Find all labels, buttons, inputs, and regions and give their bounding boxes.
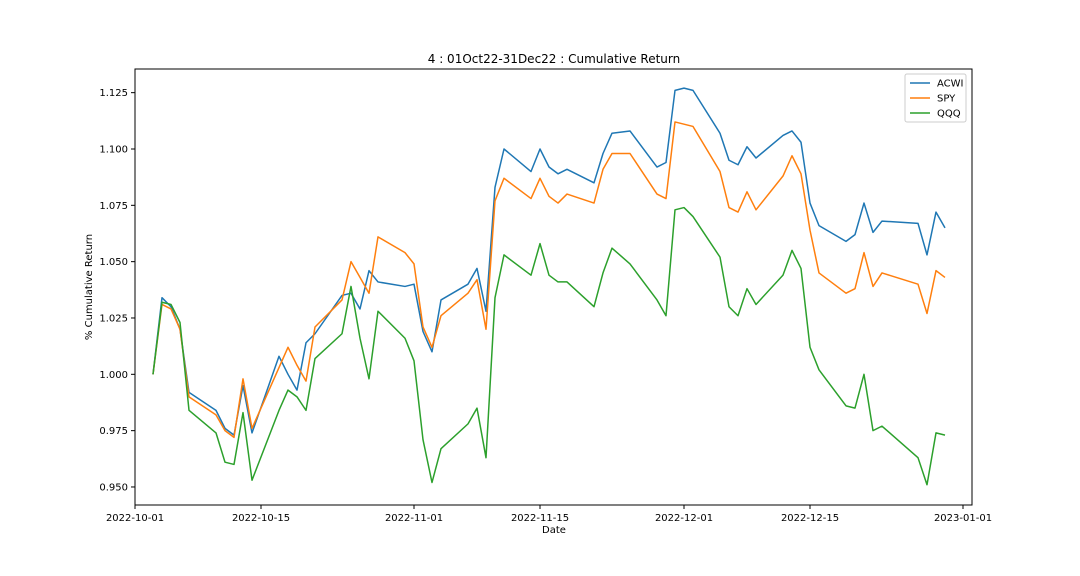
plot-lines xyxy=(152,87,946,486)
legend-label-qqq: QQQ xyxy=(937,109,961,120)
x-tick-label: 2022-11-15 xyxy=(511,513,569,524)
legend-label-acwi: ACWI xyxy=(937,79,963,90)
y-tick-label: 0.975 xyxy=(99,426,128,437)
y-tick-label: 1.025 xyxy=(99,313,128,324)
y-tick-label: 1.075 xyxy=(99,201,128,212)
x-tick-label: 2022-10-15 xyxy=(232,513,290,524)
legend-label-spy: SPY xyxy=(937,94,956,105)
x-tick-label: 2023-01-01 xyxy=(934,513,992,524)
x-axis: 2022-10-01 2022-10-15 2022-11-01 2022-11-15… xyxy=(106,505,992,524)
y-tick-label: 1.100 xyxy=(99,144,128,155)
x-tick-label: 2022-11-01 xyxy=(385,513,443,524)
y-tick-label: 0.950 xyxy=(99,482,128,493)
x-tick-label: 2022-12-01 xyxy=(655,513,713,524)
legend: ACWI SPY QQQ xyxy=(904,73,967,123)
y-tick-label: 1.125 xyxy=(99,88,128,99)
y-axis: 0.950 0.975 1.000 1.025 1.050 1.075 1.100 1.125 xyxy=(99,88,135,493)
chart-title: 4 : 01Oct22-31Dec22 : Cumulative Return xyxy=(428,52,680,66)
x-tick-label: 2022-10-01 xyxy=(106,513,164,524)
legend-box xyxy=(904,73,967,123)
series-line-qqq xyxy=(152,206,946,486)
series-line-spy xyxy=(152,121,946,439)
y-tick-label: 1.050 xyxy=(99,257,128,268)
x-tick-label: 2022-12-15 xyxy=(781,513,839,524)
x-axis-label: Date xyxy=(542,525,566,536)
y-tick-label: 1.000 xyxy=(99,370,128,381)
plot-area-frame xyxy=(134,68,973,506)
y-axis-label: % Cumulative Return xyxy=(84,234,95,340)
